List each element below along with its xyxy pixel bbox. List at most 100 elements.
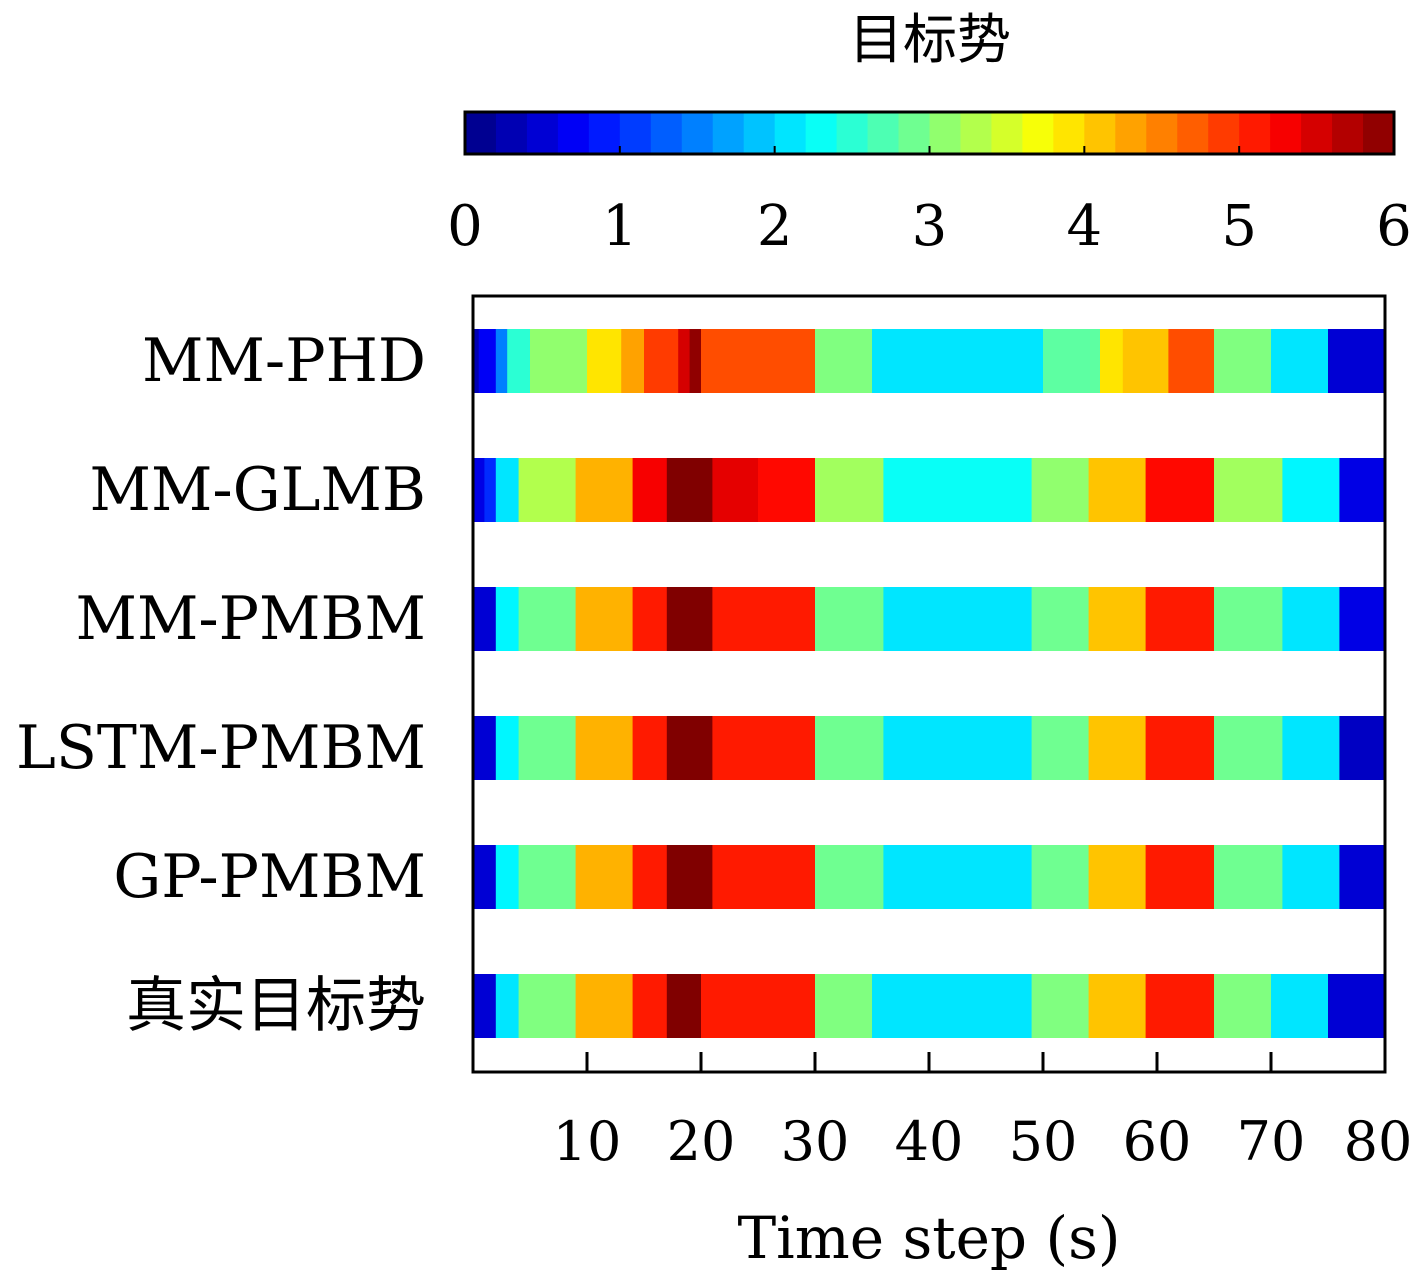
colorbar-swatch (1115, 112, 1147, 154)
heatmap-cell (1214, 974, 1272, 1038)
heatmap-cell (632, 716, 668, 780)
colorbar-label: 目标势 (849, 8, 1011, 71)
colorbar-swatch (1177, 112, 1209, 154)
heatmap-cell (1339, 845, 1386, 909)
colorbar-tick-label: 5 (1221, 194, 1257, 259)
heatmap-cell (758, 458, 816, 522)
heatmap-cell (1145, 716, 1215, 780)
y-tick-label: LSTM-PMBM (16, 713, 426, 783)
heatmap-cell (621, 329, 645, 393)
heatmap-cell (678, 329, 691, 393)
heatmap-cell (473, 329, 480, 393)
heatmap-cell (1282, 845, 1340, 909)
colorbar-swatch (588, 112, 621, 154)
x-axis-label: Time step (s) (738, 1204, 1121, 1272)
heatmap-cell (1145, 458, 1215, 522)
colorbar-tick-label: 3 (912, 194, 948, 259)
heatmap-cell (1168, 329, 1215, 393)
heatmap-cell (872, 974, 1033, 1038)
heatmap-cell (632, 587, 668, 651)
heatmap-cell (712, 716, 816, 780)
x-tick-label: 60 (1123, 1110, 1192, 1173)
heatmap-cell (575, 845, 634, 909)
x-axis-ticks: 10 20 30 40 50 60 70 80 (553, 1052, 1412, 1173)
heatmap-cell (1122, 329, 1169, 393)
heatmap-cell (1031, 974, 1090, 1038)
heatmap-cell (701, 974, 816, 1038)
colorbar-swatch (650, 112, 683, 154)
heatmap-cell (1271, 329, 1329, 393)
heatmap-row (473, 716, 1386, 780)
plot-frame (471, 294, 1387, 1074)
colorbar (463, 110, 1396, 156)
colorbar-swatch (619, 112, 652, 154)
heatmap-cell (712, 845, 816, 909)
heatmap-cell (518, 716, 577, 780)
heatmap-cell (1088, 458, 1147, 522)
heatmap-cell (1214, 329, 1272, 393)
heatmap-cell (518, 845, 577, 909)
colorbar-swatch (712, 112, 745, 154)
heatmap-cell (1282, 587, 1340, 651)
x-tick-label: 70 (1237, 1110, 1306, 1173)
heatmap-cell (495, 458, 520, 522)
heatmap-cell (712, 458, 759, 522)
colorbar-swatch (1146, 112, 1178, 154)
x-tick-label: 20 (667, 1110, 736, 1173)
heatmap-cell (473, 845, 497, 909)
heatmap-cell (1031, 587, 1090, 651)
heatmap-row (473, 329, 1386, 393)
heatmap-cell (1328, 974, 1386, 1038)
y-tick-label: 真实目标势 (126, 971, 426, 1041)
heatmap-cell (1031, 845, 1090, 909)
heatmap-cell (872, 329, 1044, 393)
heatmap-cell (1214, 845, 1283, 909)
heatmap-cell (495, 587, 520, 651)
heatmap-cell (575, 974, 634, 1038)
heatmap-cell (1088, 974, 1147, 1038)
heatmap-row (473, 587, 1386, 651)
colorbar-tick-label: 0 (447, 194, 483, 259)
colorbar-swatch (1363, 112, 1395, 154)
heatmap-cell (518, 587, 577, 651)
heatmap-cell (1214, 587, 1283, 651)
heatmap-cell (575, 716, 634, 780)
heatmap-cell (473, 716, 497, 780)
heatmap-cell (1214, 458, 1283, 522)
heatmap-cell (815, 458, 884, 522)
colorbar-swatch (960, 112, 993, 154)
colorbar-swatch (1053, 112, 1085, 154)
colorbar-swatch (1239, 112, 1271, 154)
colorbar-swatch (681, 112, 714, 154)
colorbar-swatch (1270, 112, 1302, 154)
heatmap-row (473, 974, 1386, 1038)
heatmap-cell (666, 716, 713, 780)
heatmap-cell (575, 587, 634, 651)
colorbar-swatch (836, 112, 869, 154)
heatmap-cell (632, 845, 668, 909)
colorbar-swatch (557, 112, 590, 154)
heatmap-cell (666, 587, 713, 651)
colorbar-tick-label: 6 (1376, 194, 1412, 259)
heatmap-cell (473, 458, 485, 522)
heatmap-cell (644, 329, 679, 393)
heatmap-cell (1214, 716, 1283, 780)
heatmap-cell (666, 458, 713, 522)
colorbar-swatch (526, 112, 559, 154)
heatmap-cell (507, 329, 531, 393)
colorbar-swatch (1084, 112, 1116, 154)
heatmap-cell (883, 845, 1033, 909)
heatmap-cell (473, 587, 497, 651)
colorbar-swatch (1332, 112, 1364, 154)
heatmap-cell (587, 329, 622, 393)
heatmap-cell (689, 329, 702, 393)
heatmap-cell (478, 329, 497, 393)
colorbar-swatch (495, 112, 528, 154)
heatmap-cell (1088, 845, 1147, 909)
colorbar-tick-label: 4 (1067, 194, 1103, 259)
heatmap-cell (1145, 974, 1215, 1038)
heatmap-cell (701, 329, 816, 393)
heatmap-cell (815, 845, 884, 909)
y-tick-label: GP-PMBM (113, 842, 426, 912)
